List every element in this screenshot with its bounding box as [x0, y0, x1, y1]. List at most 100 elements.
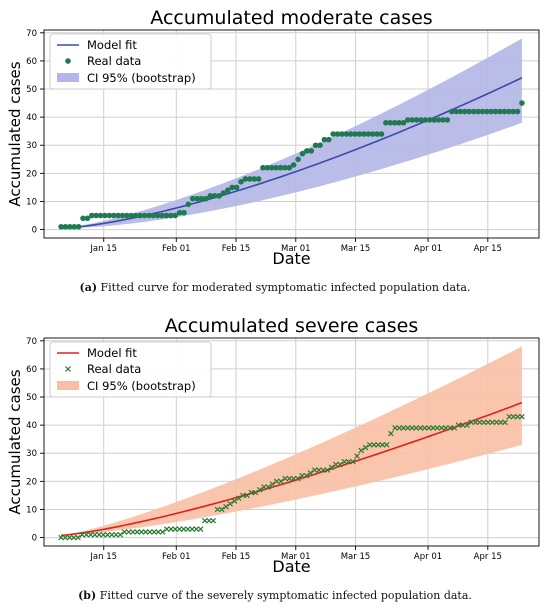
data-point: [172, 526, 179, 532]
data-point-stroke: [493, 419, 500, 426]
data-point: [510, 108, 516, 115]
data-point: [93, 212, 99, 219]
data-point-stroke: [299, 472, 305, 479]
data-point-stroke: [244, 492, 250, 499]
data-point-stroke: [295, 475, 301, 482]
y-tick-label: 40: [26, 113, 37, 123]
data-point: [451, 425, 458, 431]
x-tick-label: Jan 15: [89, 552, 117, 562]
x-tick-label: Mar 01: [281, 244, 311, 254]
data-point: [356, 131, 363, 137]
data-point-stroke: [223, 503, 229, 510]
data-point: [468, 419, 475, 426]
data-point-stroke: [337, 461, 343, 468]
data-point: [142, 529, 149, 535]
data-point-stroke: [341, 458, 348, 465]
data-point-stroke: [261, 484, 267, 490]
data-point-stroke: [421, 425, 428, 431]
data-point: [286, 164, 293, 171]
data-point: [185, 201, 192, 208]
data-point: [211, 193, 218, 199]
data-point: [255, 176, 262, 182]
caption-letter: (b): [78, 589, 97, 602]
data-point: [96, 531, 102, 538]
data-point: [374, 131, 380, 137]
data-point: [400, 425, 407, 431]
data-point: [426, 117, 433, 123]
data-point: [268, 164, 275, 171]
data-point: [150, 212, 157, 219]
data-point: [252, 489, 259, 496]
moderate-chart: Accumulated moderate cases 0 10 20 30 40 50 60 7…: [6, 7, 540, 268]
data-point: [519, 413, 525, 420]
data-point: [440, 117, 446, 123]
legend-label-model-fit: Model fit: [87, 38, 137, 52]
data-point: [514, 108, 521, 115]
y-tick-label: 20: [26, 169, 37, 179]
data-point: [506, 413, 513, 420]
y-tick-label: 10: [26, 197, 37, 207]
data-point-stroke: [358, 447, 365, 454]
severe-chart: Accumulated severe cases 0 10 20 30 40 50 60 70 J…: [6, 315, 540, 576]
data-point-stroke: [155, 529, 162, 535]
data-point-stroke: [180, 526, 187, 532]
data-point: [379, 441, 386, 448]
data-point: [79, 531, 86, 538]
data-point-stroke: [159, 529, 166, 535]
x-tick-label: Feb 01: [162, 244, 191, 254]
data-point-stroke: [62, 534, 69, 541]
y-tick-label: 50: [26, 393, 37, 403]
data-point-stroke: [514, 413, 521, 420]
data-point: [180, 526, 187, 532]
data-point: [492, 108, 499, 115]
data-point: [320, 467, 327, 473]
x-tick-label: Apr 01: [414, 552, 442, 562]
data-point: [448, 108, 455, 115]
data-point-stroke: [345, 458, 352, 465]
data-point: [83, 531, 90, 538]
x-tick-label: Apr 15: [474, 244, 502, 254]
data-point-stroke: [58, 534, 64, 541]
data-point: [295, 156, 301, 163]
data-point-stroke: [476, 419, 483, 426]
y-tick-label: 30: [26, 141, 37, 151]
data-point: [312, 142, 319, 149]
plot-frame: [43, 337, 540, 547]
data-point: [317, 142, 323, 149]
y-ticks: 0 10 20 30 40 50 60 70: [26, 29, 44, 236]
data-point: [352, 131, 358, 137]
data-point: [417, 425, 424, 431]
data-point: [501, 108, 508, 115]
data-point-stroke: [197, 526, 204, 532]
data-point: [434, 425, 441, 431]
data-point: [383, 441, 390, 448]
data-point: [396, 425, 403, 431]
data-point-stroke: [447, 425, 453, 431]
x-tick-label: Mar 15: [341, 552, 371, 562]
data-point-stroke: [121, 529, 128, 535]
data-point-stroke: [349, 458, 356, 465]
data-point: [421, 425, 428, 431]
data-point: [519, 100, 525, 106]
data-point-stroke: [464, 422, 470, 428]
data-point: [223, 503, 229, 510]
data-point: [413, 425, 420, 431]
data-point: [181, 209, 187, 216]
data-point: [62, 223, 69, 230]
data-point-stroke: [278, 478, 284, 485]
data-point-stroke: [481, 419, 487, 426]
data-point: [194, 195, 200, 202]
data-point: [71, 223, 78, 230]
data-point-stroke: [214, 506, 221, 513]
legend-swatch-marker: [65, 366, 71, 372]
data-point: [210, 517, 217, 524]
data-point: [392, 425, 398, 431]
data-point-stroke: [235, 495, 242, 502]
plot-frame: [43, 29, 540, 239]
data-point: [167, 212, 174, 219]
data-point: [369, 131, 376, 137]
data-point: [349, 458, 356, 465]
data-point-stroke: [366, 441, 373, 448]
data-point: [422, 117, 429, 123]
data-point: [378, 131, 385, 137]
